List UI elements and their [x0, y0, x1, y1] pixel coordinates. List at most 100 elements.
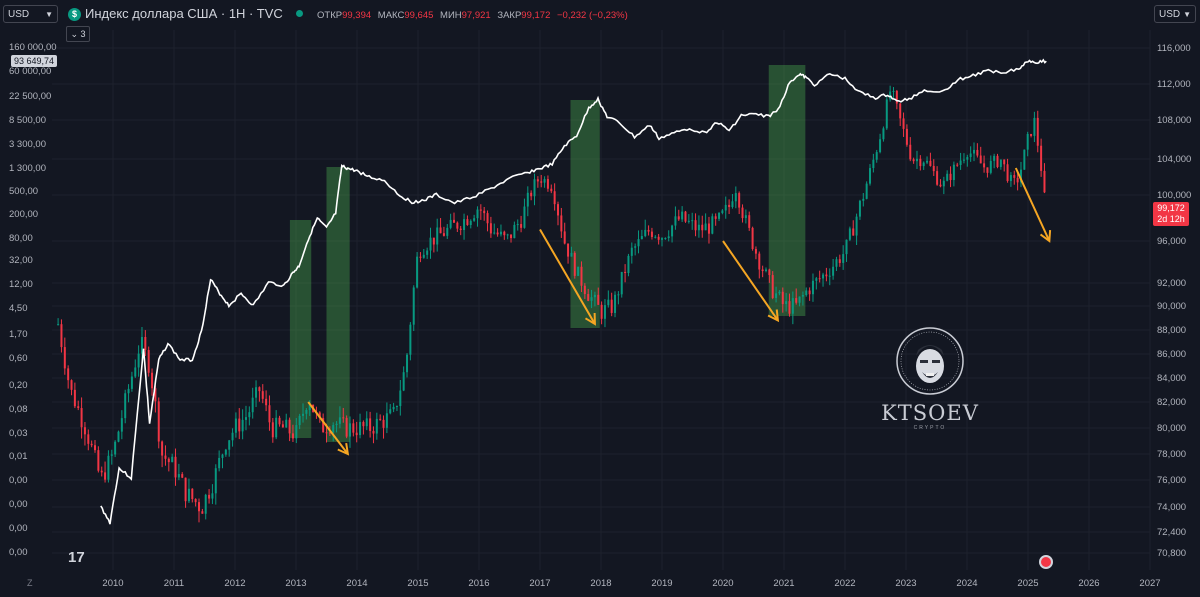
candle-body [761, 269, 764, 271]
candle-body [359, 421, 362, 436]
right-axis-tick: 96,000 [1157, 236, 1186, 247]
time-axis-tick: 2014 [346, 578, 367, 589]
candle-body [664, 238, 667, 240]
time-axis-tick: 2010 [102, 578, 123, 589]
time-axis[interactable]: 2010 2011 2012 2013 2014 2015 2016 2017 2018 2019… [102, 578, 1160, 589]
candle-body [560, 215, 563, 232]
left-axis-tick: 0,03 [9, 428, 28, 439]
candle-body [815, 278, 818, 281]
indicators-toggle[interactable]: ⌄ 3 [66, 26, 90, 42]
candle-body [825, 274, 828, 277]
candle-body [110, 454, 113, 456]
candle-body [184, 477, 187, 502]
candle-body [77, 406, 80, 409]
candle-body [610, 299, 613, 313]
candle-body [597, 294, 600, 305]
candle-body [261, 391, 264, 399]
candle-body [114, 441, 117, 455]
candle-body [909, 144, 912, 160]
left-axis-tick: 12,00 [9, 279, 33, 290]
candle-body [805, 290, 808, 296]
candle-body [526, 192, 529, 207]
right-axis-tick: 86,000 [1157, 349, 1186, 360]
candle-body [234, 418, 237, 433]
candle-body [550, 188, 553, 192]
candle-body [201, 511, 204, 514]
candle-body [1036, 117, 1039, 146]
candle-body [452, 219, 455, 223]
left-axis-tick: 1 300,00 [9, 163, 46, 174]
trend-arrow-head [337, 442, 350, 456]
right-axis-tick: 90,000 [1157, 301, 1186, 312]
candle-body [734, 193, 737, 202]
candle-body [60, 324, 63, 348]
candle-body [469, 220, 472, 225]
candle-body [915, 158, 918, 162]
candle-body [1043, 170, 1046, 193]
candle-body [80, 408, 83, 428]
candle-body [291, 433, 294, 439]
candle-body [721, 210, 724, 214]
candle-body [694, 220, 697, 231]
candle-body [308, 404, 311, 410]
candle-body [989, 160, 992, 173]
candle-body [969, 153, 972, 158]
candle-body [912, 159, 915, 162]
candle-body [1003, 159, 1006, 165]
candle-body [879, 139, 882, 153]
candle-body [198, 502, 201, 512]
time-axis-tick: 2020 [712, 578, 733, 589]
left-price-tag: 93 649,74 [11, 55, 58, 67]
btc-price-line [100, 58, 1047, 525]
us-flag-icon[interactable] [1039, 555, 1053, 569]
highlight-band [289, 220, 312, 438]
left-axis[interactable]: 160 000,00 60 000,00 22 500,00 8 500,00 3 30… [9, 42, 57, 558]
candle-body [164, 455, 167, 459]
candle-body [583, 285, 586, 295]
symbol-title[interactable]: Индекс доллара США · 1H · TVC [85, 6, 283, 21]
low-label: МИН [440, 10, 462, 21]
candle-body [248, 412, 251, 418]
candle-body [228, 440, 231, 450]
candle-body [503, 231, 506, 236]
left-axis-tick: 32,00 [9, 255, 33, 266]
right-axis[interactable]: 116,000 112,000 108,000 104,000 100,000 96,00… [1157, 43, 1191, 559]
candle-body [771, 275, 774, 298]
candle-body [577, 266, 580, 276]
candle-body [399, 390, 402, 407]
candle-body [1040, 145, 1043, 171]
candle-body [104, 472, 107, 480]
chevron-down-icon: ⌄ [70, 29, 78, 39]
zoom-button[interactable]: Z [27, 578, 33, 588]
left-axis-tick: 80,00 [9, 233, 33, 244]
candle-body [758, 253, 761, 270]
candle-body [818, 278, 821, 280]
candle-body [161, 441, 164, 456]
left-axis-tick: 200,00 [9, 209, 38, 220]
candle-body [885, 99, 888, 129]
candle-body [506, 234, 509, 236]
candle-body [573, 252, 576, 276]
candle-body [285, 419, 288, 428]
candle-body [369, 418, 372, 431]
candle-body [959, 160, 962, 165]
candle-body [707, 223, 710, 234]
candle-body [1009, 175, 1012, 182]
candle-body [872, 159, 875, 169]
candle-body [342, 417, 345, 419]
candle-body [439, 227, 442, 234]
open-label: ОТКР [317, 10, 343, 21]
candle-body [832, 266, 835, 276]
candle-body [892, 90, 895, 92]
tradingview-logo-icon[interactable]: 17 [68, 549, 85, 566]
candle-body [302, 413, 305, 416]
candle-body [218, 457, 221, 469]
time-axis-tick: 2026 [1078, 578, 1099, 589]
change-value: −0,232 (−0,23%) [557, 10, 628, 21]
candle-body [147, 350, 150, 373]
time-axis-tick: 2015 [407, 578, 428, 589]
left-currency-select[interactable]: USD ▼ [3, 5, 58, 23]
right-axis-tick: 116,000 [1157, 43, 1191, 54]
right-currency-select[interactable]: USD ▼ [1154, 5, 1196, 23]
